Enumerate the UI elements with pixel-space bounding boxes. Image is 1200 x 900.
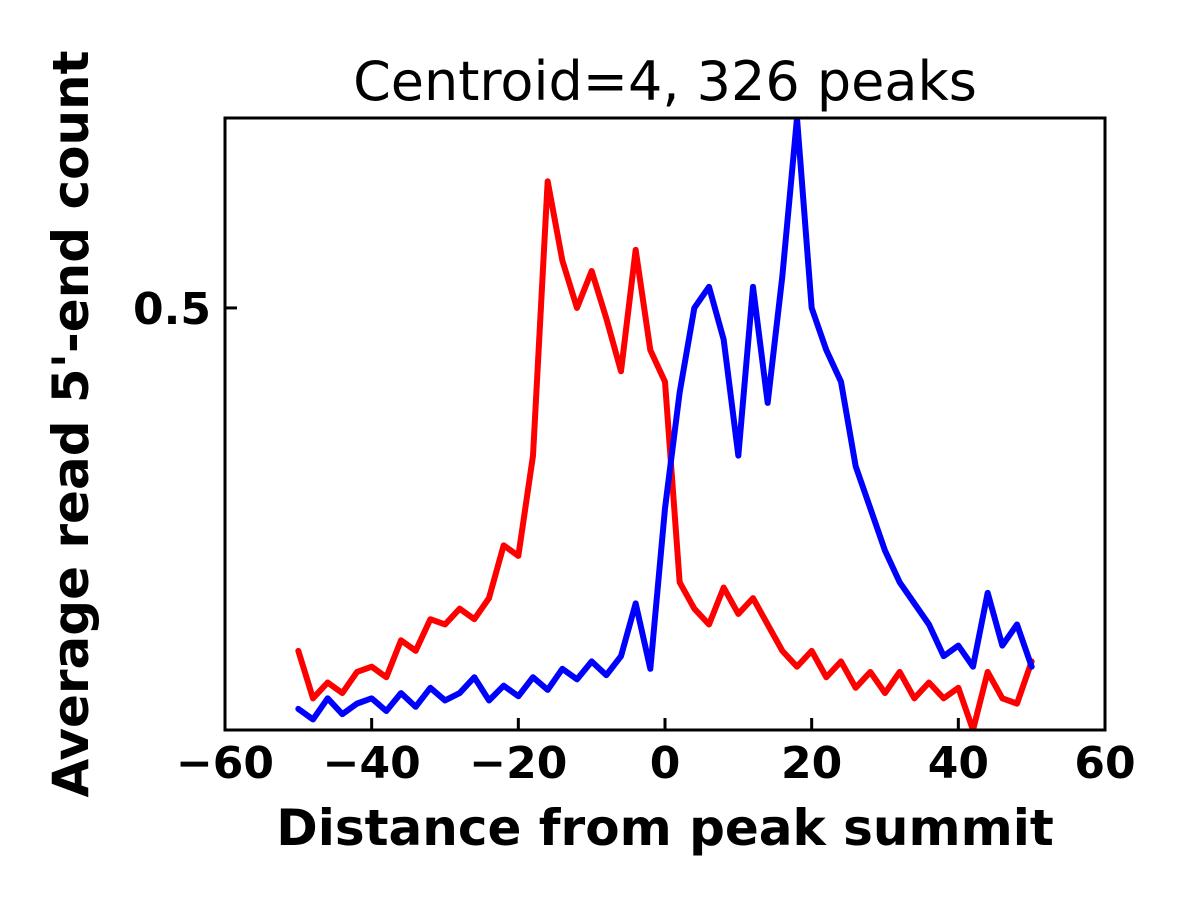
x-axis-label: Distance from peak summit	[276, 799, 1054, 857]
x-tick-label: 60	[1074, 738, 1135, 789]
blue-strand-line	[295, 118, 1035, 723]
x-tick-label: 20	[781, 738, 842, 789]
series-layer	[295, 118, 1035, 730]
y-axis-label: Average read 5'-end count	[42, 50, 100, 797]
y-tick-label: 0.5	[133, 284, 211, 335]
x-tick-label: 40	[928, 738, 989, 789]
x-tick-label: 0	[650, 738, 681, 789]
x-tick-label: −20	[469, 738, 567, 789]
red-strand-line	[295, 178, 1035, 730]
x-tick-label: −40	[323, 738, 421, 789]
chart-title: Centroid=4, 326 peaks	[353, 50, 977, 113]
axes-layer: −60 −40 −20 0 20 40 60 0.5	[133, 116, 1136, 789]
plot-frame	[223, 116, 1107, 732]
x-tick-label: −60	[176, 738, 274, 789]
